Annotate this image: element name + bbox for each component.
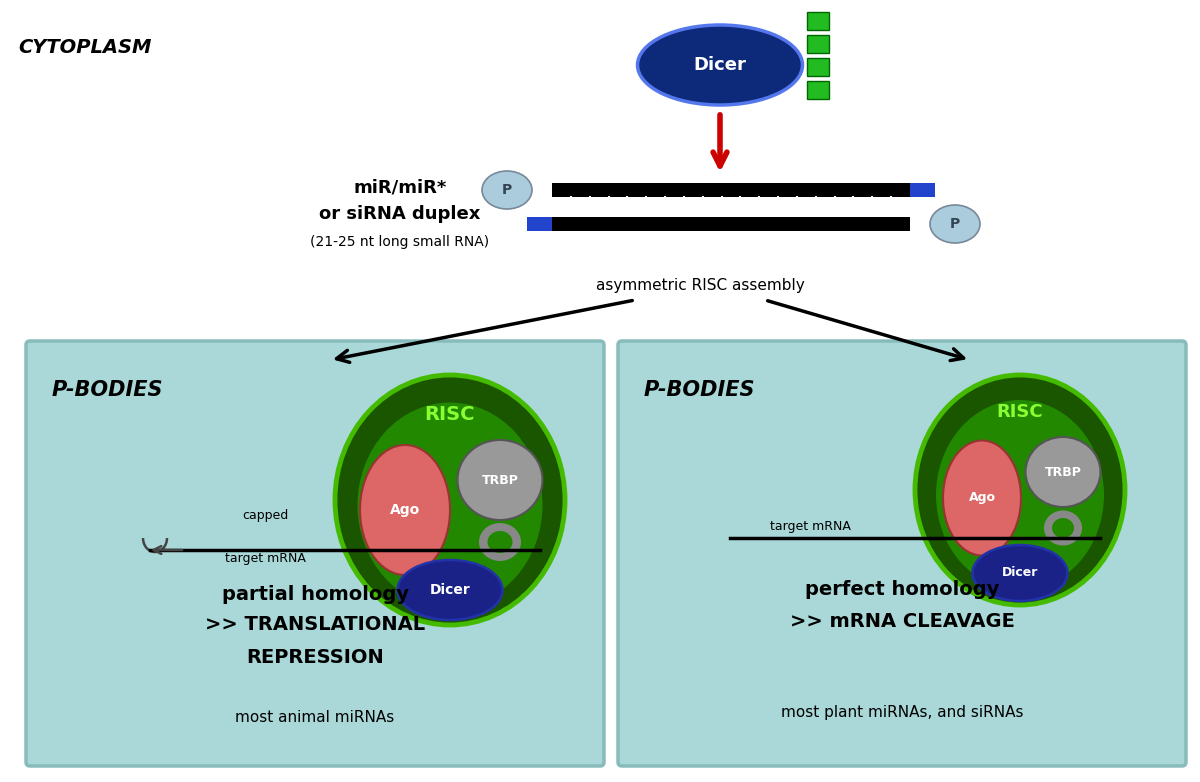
Ellipse shape xyxy=(1044,511,1082,546)
FancyBboxPatch shape xyxy=(618,341,1186,766)
Ellipse shape xyxy=(930,205,980,243)
Text: >> mRNA CLEAVAGE: >> mRNA CLEAVAGE xyxy=(790,612,1014,631)
Text: RISC: RISC xyxy=(997,403,1043,421)
Text: P: P xyxy=(950,217,960,231)
Text: miR/miR*: miR/miR* xyxy=(353,178,446,196)
Text: REPRESSION: REPRESSION xyxy=(246,648,384,667)
Bar xyxy=(808,12,829,30)
Text: partial homology: partial homology xyxy=(222,585,408,604)
Text: (21-25 nt long small RNA): (21-25 nt long small RNA) xyxy=(311,235,490,249)
Ellipse shape xyxy=(335,375,565,625)
Ellipse shape xyxy=(1026,437,1100,507)
Text: CYTOPLASM: CYTOPLASM xyxy=(18,38,151,57)
Ellipse shape xyxy=(972,545,1068,601)
Bar xyxy=(808,35,829,53)
Text: Dicer: Dicer xyxy=(694,56,746,74)
Text: or siRNA duplex: or siRNA duplex xyxy=(319,205,481,223)
Bar xyxy=(552,183,910,197)
Ellipse shape xyxy=(916,375,1126,605)
Text: Dicer: Dicer xyxy=(1002,566,1038,579)
Ellipse shape xyxy=(397,560,503,620)
Ellipse shape xyxy=(1052,518,1074,538)
Text: TRBP: TRBP xyxy=(1044,465,1081,479)
Text: TRBP: TRBP xyxy=(481,473,518,486)
FancyBboxPatch shape xyxy=(26,341,604,766)
Text: most animal miRNAs: most animal miRNAs xyxy=(235,710,395,725)
Text: target mRNA: target mRNA xyxy=(769,520,851,533)
Text: most plant miRNAs, and siRNAs: most plant miRNAs, and siRNAs xyxy=(781,705,1024,720)
Ellipse shape xyxy=(457,440,542,520)
Text: Ago: Ago xyxy=(968,492,996,504)
Bar xyxy=(527,217,554,231)
Text: P: P xyxy=(502,183,512,197)
Ellipse shape xyxy=(479,523,521,561)
Text: RISC: RISC xyxy=(425,406,475,425)
Ellipse shape xyxy=(936,400,1104,590)
Text: >> TRANSLATIONAL: >> TRANSLATIONAL xyxy=(205,615,425,634)
Ellipse shape xyxy=(482,171,532,209)
Text: capped: capped xyxy=(242,509,288,522)
Ellipse shape xyxy=(358,403,542,608)
Text: perfect homology: perfect homology xyxy=(805,580,1000,599)
Ellipse shape xyxy=(943,440,1021,555)
Bar xyxy=(907,183,935,197)
Bar xyxy=(552,217,910,231)
Text: Ago: Ago xyxy=(390,503,420,517)
Text: target mRNA: target mRNA xyxy=(224,552,306,565)
Ellipse shape xyxy=(360,445,450,575)
Bar xyxy=(808,58,829,76)
Ellipse shape xyxy=(487,531,512,553)
Ellipse shape xyxy=(637,25,803,105)
Text: P-BODIES: P-BODIES xyxy=(644,380,756,400)
Bar xyxy=(808,81,829,99)
Text: asymmetric RISC assembly: asymmetric RISC assembly xyxy=(595,278,804,293)
Text: P-BODIES: P-BODIES xyxy=(52,380,163,400)
Text: Dicer: Dicer xyxy=(430,583,470,597)
